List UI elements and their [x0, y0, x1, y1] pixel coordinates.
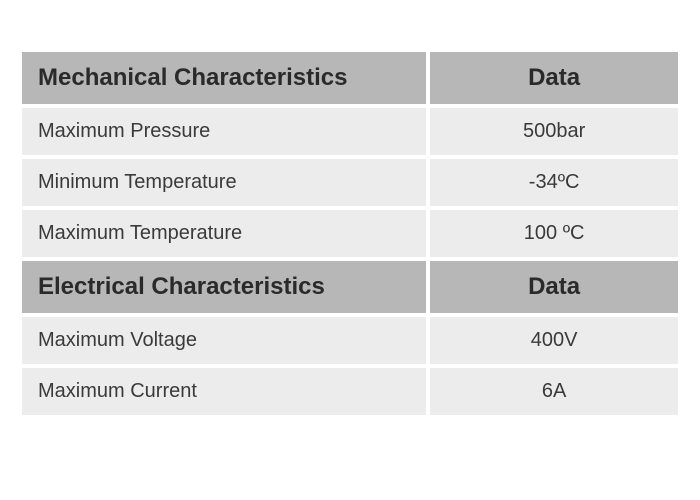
spec-label: Maximum Temperature — [22, 210, 426, 257]
section-title: Mechanical Characteristics — [22, 52, 426, 104]
table-row: Maximum Temperature 100 ºC — [22, 210, 678, 257]
table-row: Minimum Temperature -34ºC — [22, 159, 678, 206]
spec-label: Maximum Voltage — [22, 317, 426, 364]
spec-table: Mechanical Characteristics Data Maximum … — [18, 48, 682, 419]
spec-label: Minimum Temperature — [22, 159, 426, 206]
table-row: Maximum Pressure 500bar — [22, 108, 678, 155]
spec-label: Maximum Current — [22, 368, 426, 415]
spec-value: 100 ºC — [430, 210, 678, 257]
table-row: Maximum Current 6A — [22, 368, 678, 415]
spec-value: 6A — [430, 368, 678, 415]
section-data-label: Data — [430, 261, 678, 313]
section-header: Mechanical Characteristics Data — [22, 52, 678, 104]
section-data-label: Data — [430, 52, 678, 104]
section-title: Electrical Characteristics — [22, 261, 426, 313]
spec-value: -34ºC — [430, 159, 678, 206]
spec-value: 400V — [430, 317, 678, 364]
spec-value: 500bar — [430, 108, 678, 155]
section-header: Electrical Characteristics Data — [22, 261, 678, 313]
spec-label: Maximum Pressure — [22, 108, 426, 155]
table-row: Maximum Voltage 400V — [22, 317, 678, 364]
